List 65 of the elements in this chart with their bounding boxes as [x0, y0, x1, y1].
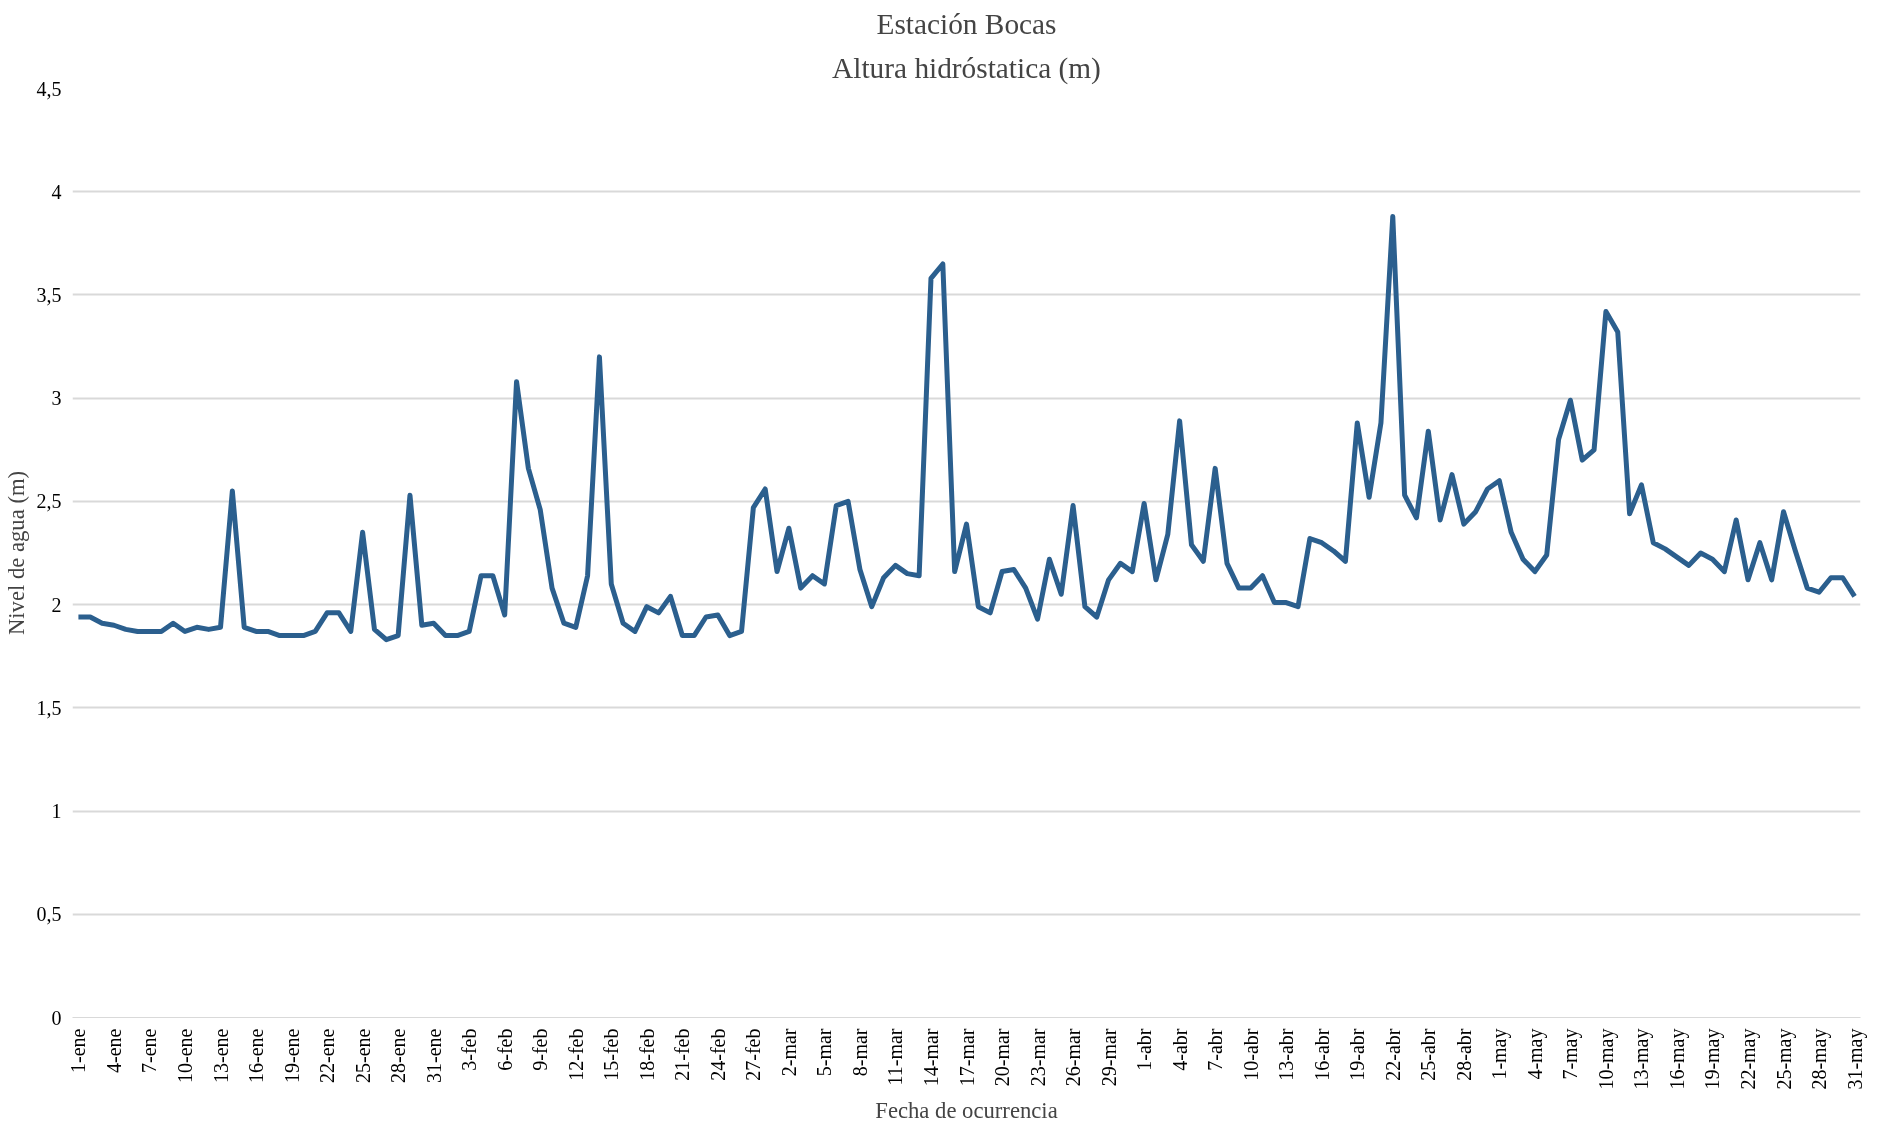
x-tick-label: 11-mar [884, 1028, 907, 1086]
x-tick-label: 7-abr [1204, 1028, 1227, 1071]
chart-subtitle: Altura hidróstatica (m) [832, 51, 1101, 85]
x-tick-label: 4-abr [1168, 1028, 1191, 1071]
x-tick-label: 27-feb [742, 1028, 765, 1081]
y-tick-label: 1 [51, 800, 62, 823]
x-tick-label: 19-may [1701, 1028, 1725, 1090]
y-tick-label: 3 [51, 387, 62, 410]
x-tick-label: 17-mar [955, 1028, 978, 1087]
y-tick-label: 0 [51, 1006, 62, 1029]
x-tick-label: 26-mar [1062, 1028, 1085, 1087]
x-tick-label: 25-abr [1417, 1028, 1440, 1081]
x-tick-label: 22-may [1737, 1028, 1761, 1090]
y-tick-label: 3,5 [36, 283, 62, 306]
x-tick-label: 31-ene [422, 1028, 445, 1083]
x-tick-label: 2-mar [777, 1028, 800, 1077]
x-tick-label: 10-abr [1239, 1028, 1262, 1081]
x-tick-label: 19-ene [280, 1028, 303, 1083]
x-tick-label: 9-feb [529, 1028, 552, 1071]
y-tick-label: 2 [51, 593, 62, 616]
x-tick-label: 22-abr [1381, 1028, 1404, 1081]
x-tick-label: 13-ene [209, 1028, 232, 1083]
x-tick-label: 1-ene [67, 1028, 90, 1073]
x-tick-label: 5-mar [813, 1028, 836, 1077]
x-tick-label: 8-mar [848, 1028, 871, 1077]
x-tick-label: 21-feb [671, 1028, 694, 1081]
x-axis-title: Fecha de ocurrencia [875, 1097, 1058, 1123]
x-tick-label: 13-may [1630, 1028, 1654, 1090]
x-tick-label: 29-mar [1097, 1028, 1120, 1087]
y-tick-label: 0,5 [36, 903, 62, 926]
chart-title: Estación Bocas [876, 7, 1057, 40]
x-tick-label: 25-may [1772, 1028, 1796, 1090]
x-tick-label: 24-feb [706, 1028, 729, 1081]
y-tick-label: 4 [51, 180, 62, 203]
x-tick-label: 10-may [1594, 1028, 1618, 1090]
x-tick-label: 16-ene [245, 1028, 268, 1083]
x-tick-label: 14-mar [919, 1028, 942, 1087]
x-tick-label: 25-ene [351, 1028, 374, 1083]
x-tick-label: 1-abr [1133, 1028, 1156, 1071]
x-tick-label: 16-may [1665, 1028, 1689, 1090]
y-tick-label: 1,5 [36, 696, 62, 719]
x-tick-label: 4-ene [102, 1028, 125, 1073]
x-tick-label: 6-feb [493, 1028, 516, 1071]
x-tick-label: 28-ene [387, 1028, 410, 1083]
x-tick-label: 7-may [1559, 1028, 1583, 1080]
x-tick-label: 20-mar [991, 1028, 1014, 1087]
x-tick-label: 15-feb [600, 1028, 623, 1081]
y-tick-label: 4,5 [36, 77, 62, 100]
x-tick-label: 19-abr [1346, 1028, 1369, 1081]
y-tick-label: 2,5 [36, 490, 62, 513]
x-tick-label: 28-abr [1452, 1028, 1475, 1081]
x-tick-label: 16-abr [1310, 1028, 1333, 1081]
x-tick-label: 18-feb [635, 1028, 658, 1081]
x-tick-label: 3-feb [458, 1028, 481, 1071]
x-tick-label: 22-ene [316, 1028, 339, 1083]
x-tick-label: 31-may [1843, 1028, 1867, 1090]
x-tick-label: 1-may [1488, 1028, 1512, 1080]
x-tick-label: 13-abr [1275, 1028, 1298, 1081]
x-tick-label: 23-mar [1026, 1028, 1049, 1087]
x-tick-label: 10-ene [173, 1028, 196, 1083]
x-tick-label: 7-ene [138, 1028, 161, 1073]
x-tick-label: 12-feb [564, 1028, 587, 1081]
y-axis-title: Nivel de agua (m) [3, 470, 29, 636]
x-tick-label: 4-may [1523, 1028, 1547, 1080]
x-tick-label: 28-may [1808, 1028, 1832, 1090]
